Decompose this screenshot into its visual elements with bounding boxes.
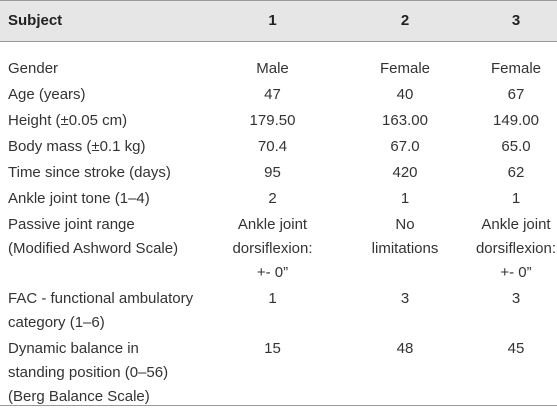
table-cell: 1 xyxy=(210,287,335,335)
cell-text: 2 xyxy=(268,190,277,207)
table-cell: 3 xyxy=(475,287,557,335)
header-row: Subject 1 2 3 xyxy=(0,0,557,42)
table-cell: 1 xyxy=(335,187,475,211)
cell-text: (Modified Ashword Scale) xyxy=(8,240,179,257)
table-cell: 149.00 xyxy=(475,109,557,133)
table-row: FAC - functional ambulatory category (1–6… xyxy=(0,286,557,336)
cell-text: Dynamic balance in xyxy=(8,340,139,357)
table-cell: Female xyxy=(475,57,557,81)
table-cell: 1 xyxy=(475,187,557,211)
header-cell: 2 xyxy=(400,12,410,29)
table-cell: Ankle joint dorsiflexion: +- 0” xyxy=(475,213,557,285)
cell-text: limitations xyxy=(371,240,439,257)
table-cell: Gender xyxy=(0,57,210,81)
cell-text: 1 xyxy=(268,290,277,307)
table-cell: 65.0 xyxy=(475,135,557,159)
table-row: Gender Male Female Female xyxy=(0,56,557,82)
cell-text: dorsiflexion: xyxy=(232,240,313,257)
table-cell: 47 xyxy=(210,83,335,107)
table-cell: Body mass (±0.1 kg) xyxy=(0,135,210,159)
cell-text: Gender xyxy=(8,60,59,77)
cell-text: Ankle joint xyxy=(481,216,551,233)
cell-text: standing position (0–56) xyxy=(8,364,169,381)
table-cell: Passive joint range (Modified Ashword Sca… xyxy=(0,213,210,285)
table-cell: 40 xyxy=(335,83,475,107)
table-cell: 67 xyxy=(475,83,557,107)
table-row: Ankle joint tone (1–4) 2 1 1 xyxy=(0,186,557,212)
table-cell: 3 xyxy=(335,287,475,335)
bottom-rule xyxy=(0,405,557,406)
table-row: Age (years) 47 40 67 xyxy=(0,82,557,108)
table-cell: Time since stroke (days) xyxy=(0,161,210,185)
table-cell: Ankle joint tone (1–4) xyxy=(0,187,210,211)
table-cell: 420 xyxy=(335,161,475,185)
cell-text: Ankle joint tone (1–4) xyxy=(8,190,150,207)
table-cell: 67.0 xyxy=(335,135,475,159)
cell-text: 67 xyxy=(507,86,525,103)
header-cell: 1 xyxy=(268,12,277,29)
cell-text: 65.0 xyxy=(501,138,531,155)
header-cell: Subject xyxy=(8,12,63,29)
cell-text: 420 xyxy=(392,164,418,181)
cell-text: 1 xyxy=(400,190,410,207)
cell-text: category (1–6) xyxy=(8,314,105,331)
table-cell: Ankle joint dorsiflexion: +- 0” xyxy=(210,213,335,285)
cell-text: Age (years) xyxy=(8,86,86,103)
table-row: Time since stroke (days) 95 420 62 xyxy=(0,160,557,186)
cell-text: 47 xyxy=(264,86,281,103)
table-cell: FAC - functional ambulatory category (1–6… xyxy=(0,287,210,335)
table-cell: 62 xyxy=(475,161,557,185)
cell-text: 95 xyxy=(264,164,281,181)
table-cell: 70.4 xyxy=(210,135,335,159)
cell-text: +- 0” xyxy=(500,264,532,281)
cell-text: 67.0 xyxy=(390,138,420,155)
cell-text: Time since stroke (days) xyxy=(8,164,171,181)
table-cell: Height (±0.05 cm) xyxy=(0,109,210,133)
table-row: Body mass (±0.1 kg) 70.4 67.0 65.0 xyxy=(0,134,557,160)
cell-text: 48 xyxy=(396,340,414,357)
cell-text: 40 xyxy=(396,86,414,103)
cell-text: 15 xyxy=(264,340,281,357)
cell-text: Female xyxy=(490,60,542,77)
cell-text: 70.4 xyxy=(257,138,288,155)
cell-text: 62 xyxy=(507,164,525,181)
cell-text: Body mass (±0.1 kg) xyxy=(8,138,146,155)
cell-text: (Berg Balance Scale) xyxy=(8,388,150,405)
table-cell: Dynamic balance in standing position (0–5… xyxy=(0,337,210,409)
table-cell: No limitations xyxy=(335,213,475,285)
table-cell: 45 xyxy=(475,337,557,409)
table-cell: 179.50 xyxy=(210,109,335,133)
cell-text: 1 xyxy=(511,190,521,207)
cell-text: Male xyxy=(256,60,289,77)
cell-text: 179.50 xyxy=(249,112,296,129)
cell-text: 3 xyxy=(511,290,521,307)
table-row: Dynamic balance in standing position (0–5… xyxy=(0,336,557,410)
header-cell: 3 xyxy=(511,12,521,29)
table-row: Height (±0.05 cm) 179.50 163.00 149.00 xyxy=(0,108,557,134)
cell-text: Ankle joint xyxy=(237,216,308,233)
cell-text: 45 xyxy=(507,340,525,357)
table-cell: 48 xyxy=(335,337,475,409)
cell-text: FAC - functional ambulatory xyxy=(8,290,194,307)
cell-text: Female xyxy=(379,60,431,77)
table-cell: 2 xyxy=(210,187,335,211)
table-cell: 15 xyxy=(210,337,335,409)
cell-text: No xyxy=(395,216,415,233)
table-cell: 163.00 xyxy=(335,109,475,133)
table-cell: Age (years) xyxy=(0,83,210,107)
cell-text: 163.00 xyxy=(382,112,428,129)
cell-text: Height (±0.05 cm) xyxy=(8,112,128,129)
cell-text: Passive joint range xyxy=(8,216,135,233)
table-cell: Male xyxy=(210,57,335,81)
cell-text: 3 xyxy=(400,290,410,307)
table-row: Passive joint range (Modified Ashword Sca… xyxy=(0,212,557,286)
table-cell: Female xyxy=(335,57,475,81)
cell-text: 149.00 xyxy=(493,112,539,129)
cell-text: dorsiflexion: xyxy=(475,240,557,257)
cell-text: +- 0” xyxy=(256,264,289,281)
table-cell: 95 xyxy=(210,161,335,185)
